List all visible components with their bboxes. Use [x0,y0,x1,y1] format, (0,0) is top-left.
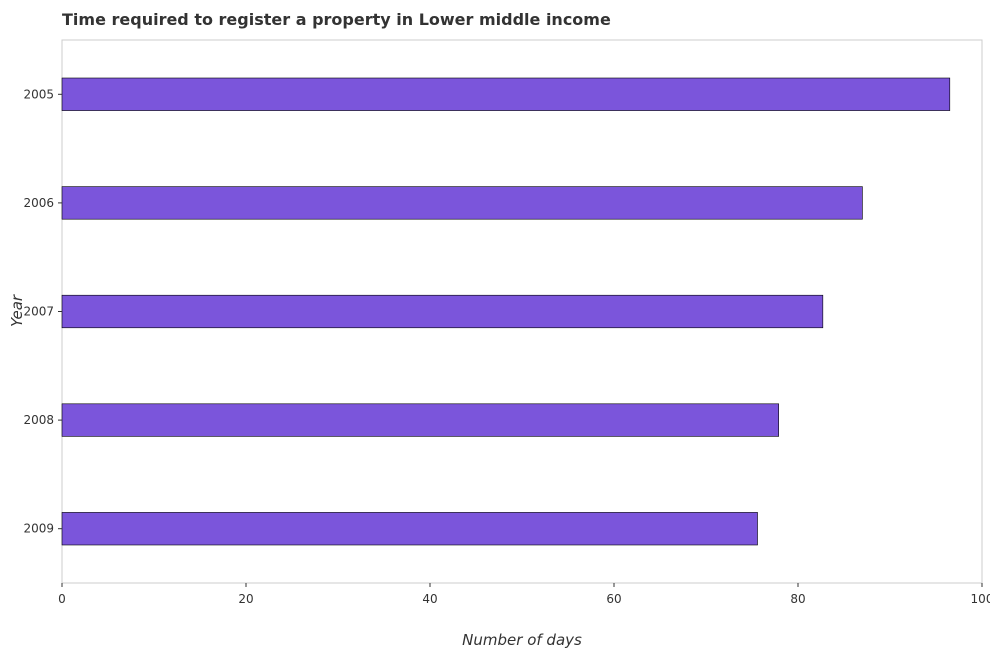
bar-2005 [61,77,951,111]
y-tick-label-2007: 2007 [23,305,54,319]
bar-2006 [61,186,863,220]
y-axis: 2005 2006 2007 2008 2009 [23,87,62,536]
y-tick-label-2008: 2008 [23,413,54,427]
y-tick-label-2009: 2009 [23,522,54,536]
chart-title: Time required to register a property in … [62,10,611,29]
x-axis-label: Number of days [462,631,582,649]
y-tick-label-2005: 2005 [23,87,54,101]
x-axis: 0 20 40 60 80 100 [58,583,990,606]
x-tick-label-0: 0 [58,592,66,606]
bar-2008 [61,403,779,437]
x-tick-label-40: 40 [422,592,437,606]
x-tick-label-60: 60 [606,592,621,606]
x-tick-label-100: 100 [971,592,990,606]
y-axis-label: Year [8,294,26,327]
bar-2007 [61,294,824,329]
bar-2009 [61,512,758,546]
x-tick-label-20: 20 [238,592,253,606]
y-tick-label-2006: 2006 [23,196,54,210]
x-tick-label-80: 80 [790,592,805,606]
bars-group [61,77,951,546]
